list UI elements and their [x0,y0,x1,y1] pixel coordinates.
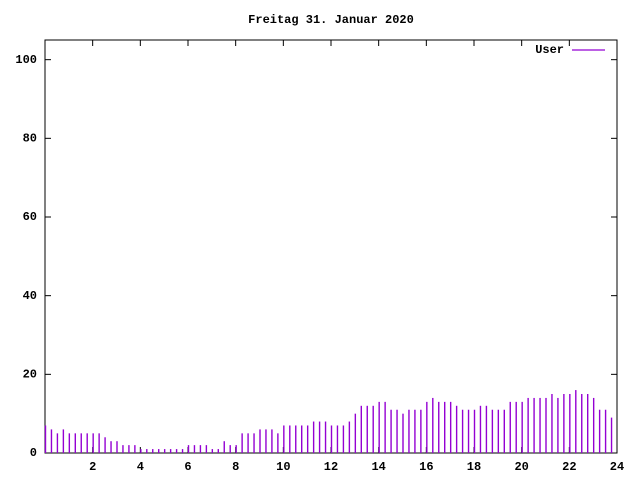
x-tick-label: 10 [276,460,290,474]
x-tick-label: 14 [371,460,385,474]
y-tick-label: 0 [30,446,37,460]
x-tick-label: 12 [324,460,338,474]
y-tick-label: 100 [15,53,37,67]
x-tick-label: 22 [562,460,576,474]
y-tick-label: 80 [23,132,37,146]
x-tick-label: 20 [514,460,528,474]
y-tick-label: 20 [23,368,37,382]
y-tick-label: 60 [23,210,37,224]
x-tick-label: 24 [610,460,624,474]
x-tick-label: 2 [89,460,96,474]
x-tick-label: 6 [184,460,191,474]
y-tick-label: 40 [23,289,37,303]
x-tick-label: 4 [137,460,144,474]
chart-title: Freitag 31. Januar 2020 [248,13,414,27]
x-tick-label: 16 [419,460,433,474]
x-tick-label: 18 [467,460,481,474]
x-tick-label: 8 [232,460,239,474]
legend-label: User [535,43,564,57]
